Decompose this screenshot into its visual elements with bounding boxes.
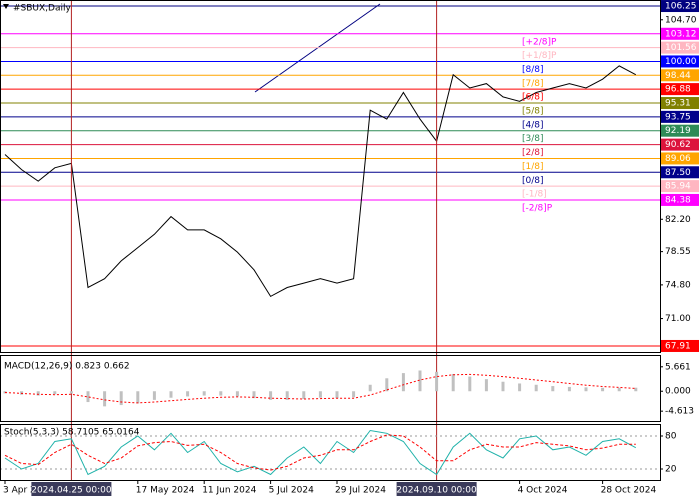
level-label: 84.38: [665, 195, 691, 205]
level-label-box: [661, 124, 699, 137]
level-label-box: [661, 55, 699, 68]
level-label: 106.25: [665, 2, 697, 12]
x-tick-label: 29 Jul 2024: [335, 486, 386, 496]
level-name: [0/8]: [522, 176, 544, 186]
level-label-box: [661, 110, 699, 123]
level-name: [3/8]: [522, 134, 544, 144]
level-label: 100.00: [665, 57, 697, 67]
level-label: 92.19: [665, 126, 691, 136]
level-label-box: [661, 97, 699, 110]
stoch-panel-frame: [0, 424, 661, 481]
y-tick-label: 80: [665, 432, 677, 442]
x-tick-label: 11 Jun 2024: [202, 486, 256, 496]
level-label-box: [661, 152, 699, 165]
macd-panel-frame: [0, 355, 661, 422]
crosshair-label-box: [396, 482, 477, 496]
level-label-box: [661, 166, 699, 179]
level-name: [1/8]: [522, 162, 544, 172]
y-tick-label: 104.70: [665, 15, 697, 25]
level-name: [7/8]: [522, 79, 544, 89]
plot-layer: [0, 0, 660, 481]
level-label-box: [661, 339, 699, 352]
crosshair-label: 2024.04.25 00:00: [31, 486, 112, 496]
level-label: 85.94: [665, 182, 691, 192]
level-label: 96.88: [665, 85, 691, 95]
crosshair-label: 2024.09.10 00:00: [396, 486, 477, 496]
level-label-box: [661, 138, 699, 151]
y-tick-label: 82.20: [665, 215, 691, 225]
x-tick-label: 4 Oct 2024: [518, 486, 568, 496]
level-label: 90.62: [665, 140, 691, 150]
level-label-box: [661, 193, 699, 206]
level-label-box: [661, 41, 699, 54]
oscillator-line: [4, 429, 637, 476]
main-panel-frame: [0, 0, 661, 353]
y-tick-label: 74.80: [665, 280, 691, 290]
y-tick-label: 71.00: [665, 314, 691, 324]
level-label-box: [661, 83, 699, 96]
level-label: 87.50: [665, 168, 691, 178]
main-title: #SBUX,Daily: [13, 4, 71, 14]
level-name: [-2/8]P: [522, 203, 553, 213]
y-tick-label: 5.661: [665, 362, 691, 372]
x-tick-label: 3 Apr 2024: [3, 486, 53, 496]
level-name: [8/8]: [522, 65, 544, 75]
level-label: 67.91: [665, 341, 691, 351]
y-tick-label: -4.613: [665, 407, 694, 417]
y-tick-label: 0.000: [665, 387, 691, 397]
level-name: [6/8]: [522, 93, 544, 103]
level-name: [+2/8]P: [522, 37, 557, 47]
x-tick-label: 17 May 2024: [136, 486, 195, 496]
macd-title: MACD(12,26,9) 0.823 0.662: [4, 362, 130, 372]
level-label: 93.75: [665, 112, 691, 122]
level-name: [4/8]: [522, 120, 544, 130]
level-name: [5/8]: [522, 107, 544, 117]
oscillator-line: [4, 434, 636, 471]
level-label-box: [661, 69, 699, 82]
signal-line: [4, 373, 636, 404]
title-icon: [3, 4, 9, 9]
level-name: [-1/8]: [522, 190, 547, 200]
y-tick-label: 20: [665, 465, 677, 475]
level-label-box: [661, 27, 699, 40]
level-label: 89.06: [665, 154, 691, 164]
level-name: [+1/8]P: [522, 51, 557, 61]
y-tick-label: 78.55: [665, 247, 691, 257]
level-label-box: [661, 0, 699, 13]
level-label-box: [661, 180, 699, 193]
crosshair-label-box: [31, 482, 112, 496]
level-label: 101.56: [665, 43, 697, 53]
x-tick-label: 28 Oct 2024: [601, 486, 657, 496]
level-label: 95.31: [665, 99, 691, 109]
price-line: [4, 65, 637, 298]
level-label: 103.12: [665, 29, 697, 39]
level-label: 98.44: [665, 71, 691, 81]
x-tick-label: 5 Jul 2024: [269, 486, 314, 496]
stoch-title: Stoch(5,3,3) 58.7105 65.0164: [4, 428, 140, 438]
level-name: [2/8]: [522, 148, 544, 158]
